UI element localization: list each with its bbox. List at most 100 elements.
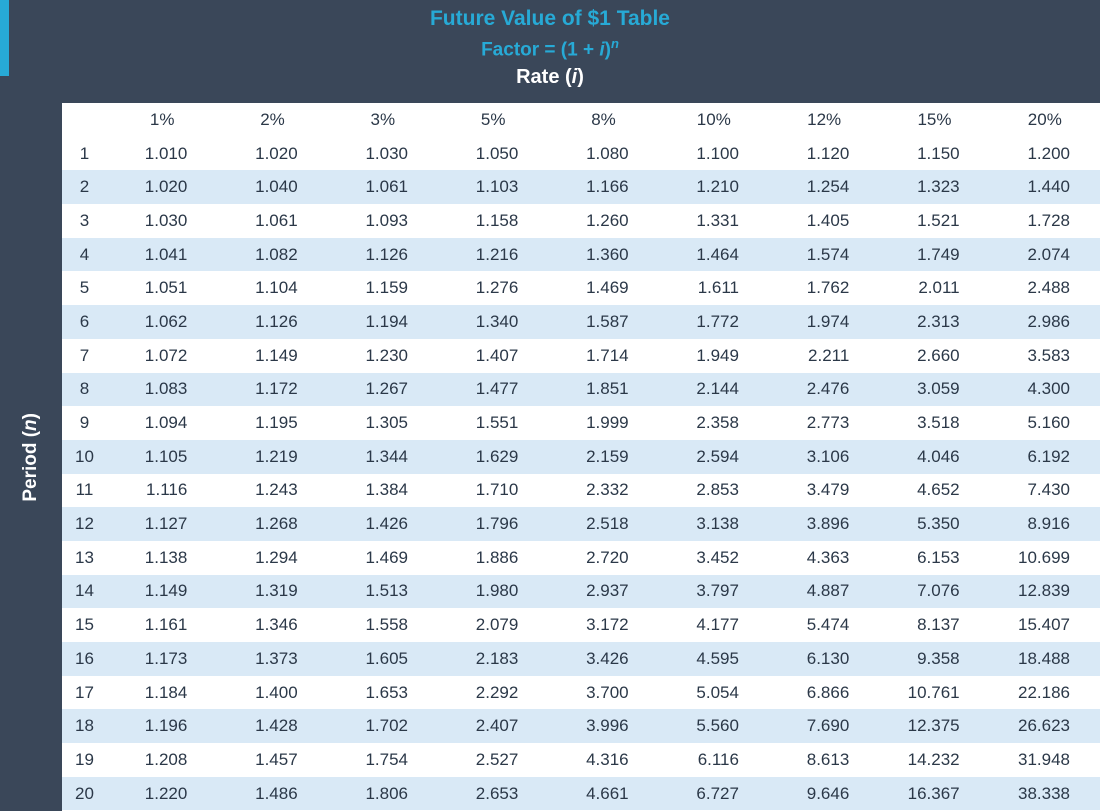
factor-value: 1.426 <box>365 514 408 534</box>
factor-value: 3.106 <box>806 446 850 466</box>
factor-value: 2.653 <box>475 783 519 803</box>
period-number: 13 <box>75 547 94 567</box>
factor-value: 3.896 <box>806 514 850 534</box>
factor-value: 1.340 <box>475 311 519 331</box>
factor-value: 3.996 <box>586 716 629 736</box>
factor-value: 1.477 <box>475 379 519 399</box>
period-number: 12 <box>75 514 94 534</box>
factor-value: 4.661 <box>586 783 629 803</box>
period-number: 18 <box>75 716 94 736</box>
table-title: Future Value of $1 Table <box>429 7 670 30</box>
period-suffix: ) <box>20 412 41 419</box>
factor-value: 1.558 <box>365 615 408 635</box>
corner-cell <box>62 103 107 137</box>
period-number: 20 <box>75 783 94 803</box>
table-row: 18 1.196 1.428 1.702 2.407 3.996 5.560 7.690 12.… <box>62 709 1100 744</box>
factor-value: 1.100 <box>696 143 739 163</box>
factor-value: 6.130 <box>806 648 850 668</box>
factor-value: 2.527 <box>475 749 519 769</box>
period-axis: Period (n) <box>0 103 62 811</box>
factor-value: 1.220 <box>144 783 188 803</box>
factor-value: 1.149 <box>144 581 188 601</box>
factor-value: 1.344 <box>365 446 408 466</box>
factor-value: 1.184 <box>144 682 188 702</box>
factor-value: 1.405 <box>806 210 850 230</box>
factor-value: 3.059 <box>917 379 960 399</box>
factor-value: 1.486 <box>255 783 298 803</box>
factor-value: 4.887 <box>806 581 850 601</box>
factor-value: 9.358 <box>917 648 960 668</box>
factor-value: 1.980 <box>475 581 519 601</box>
factor-value: 1.294 <box>255 547 298 567</box>
formula-i: i <box>599 39 605 61</box>
factor-value: 2.074 <box>1027 244 1070 264</box>
table-row: 20 1.220 1.486 1.806 2.653 4.661 6.727 9.646 16.… <box>62 776 1100 811</box>
factor-value: 10.699 <box>1018 547 1070 567</box>
factor-value: 1.094 <box>144 413 188 433</box>
factor-value: 1.150 <box>917 143 960 163</box>
table-row: 2 1.020 1.040 1.061 1.103 1.166 1.210 1.254 1.32… <box>62 170 1100 205</box>
period-number: 9 <box>79 413 90 433</box>
factor-value: 4.046 <box>917 446 960 466</box>
factor-value: 1.629 <box>475 446 519 466</box>
factor-value: 6.116 <box>697 749 739 769</box>
rate-column-header: 1% <box>149 109 175 129</box>
factor-value: 1.161 <box>144 615 188 635</box>
factor-value: 1.653 <box>365 682 408 702</box>
rate-column-header: 5% <box>480 109 506 129</box>
factor-value: 1.574 <box>806 244 850 264</box>
factor-value: 1.127 <box>144 514 188 534</box>
factor-value: 1.216 <box>475 244 519 264</box>
factor-value: 1.072 <box>144 345 188 365</box>
factor-value: 1.323 <box>917 177 960 197</box>
factor-value: 1.172 <box>255 379 298 399</box>
factor-value: 2.488 <box>1027 278 1070 298</box>
factor-value: 2.292 <box>475 682 519 702</box>
factor-value: 3.138 <box>696 514 739 534</box>
table-row: 7 1.072 1.149 1.230 1.407 1.714 1.949 2.211 2.66… <box>62 339 1100 373</box>
factor-value: 1.050 <box>475 143 519 163</box>
factor-value: 1.702 <box>365 716 408 736</box>
table-header: Future Value of $1 Table Factor = (1 + i… <box>0 0 1100 103</box>
factor-value: 7.430 <box>1027 480 1070 500</box>
factor-value: 1.384 <box>365 480 408 500</box>
factor-value: 12.375 <box>907 716 960 736</box>
factor-value: 1.103 <box>475 177 519 197</box>
factor-value: 2.183 <box>475 648 519 668</box>
table-row: 11 1.116 1.243 1.384 1.710 2.332 2.853 3.479 4.6… <box>62 474 1100 508</box>
factor-value: 6.192 <box>1027 446 1070 466</box>
factor-value: 2.773 <box>806 413 850 433</box>
factor-value: 1.469 <box>365 547 408 567</box>
factor-value: 1.331 <box>696 210 739 230</box>
factor-value: 6.727 <box>696 783 739 803</box>
factor-value: 1.080 <box>586 143 629 163</box>
factor-value: 1.061 <box>255 210 298 230</box>
factor-value: 1.407 <box>475 345 519 365</box>
period-number: 11 <box>75 480 94 500</box>
factor-value: 38.338 <box>1018 783 1070 803</box>
factor-value: 1.400 <box>255 682 298 702</box>
factor-value: 8.137 <box>917 615 960 635</box>
factor-value: 2.720 <box>586 547 629 567</box>
table-row: 6 1.062 1.126 1.194 1.340 1.587 1.772 1.974 2.31… <box>62 305 1100 339</box>
factor-value: 1.267 <box>365 379 408 399</box>
factor-value: 16.367 <box>907 783 960 803</box>
factor-value: 1.796 <box>475 514 519 534</box>
period-number: 1 <box>79 143 90 163</box>
period-number: 7 <box>79 345 90 365</box>
rate-suffix: ) <box>577 66 584 89</box>
rate-column-header: 2% <box>260 109 285 129</box>
table-row: 13 1.138 1.294 1.469 1.886 2.720 3.452 4.363 6.1… <box>62 541 1100 575</box>
table-row: 12 1.127 1.268 1.426 1.796 2.518 3.138 3.896 5.3… <box>62 507 1100 541</box>
factor-value: 2.159 <box>586 446 629 466</box>
period-axis-label: Period (n) <box>20 413 42 502</box>
factor-value: 1.116 <box>146 480 188 500</box>
factor-value: 3.479 <box>806 480 850 500</box>
factor-value: 1.754 <box>365 749 408 769</box>
factor-value: 1.851 <box>586 379 629 399</box>
factor-value: 1.166 <box>586 177 629 197</box>
table-row: 19 1.208 1.457 1.754 2.527 4.316 6.116 8.613 14.… <box>62 743 1100 777</box>
factor-value: 1.010 <box>144 143 188 163</box>
factor-value: 1.469 <box>586 278 629 298</box>
